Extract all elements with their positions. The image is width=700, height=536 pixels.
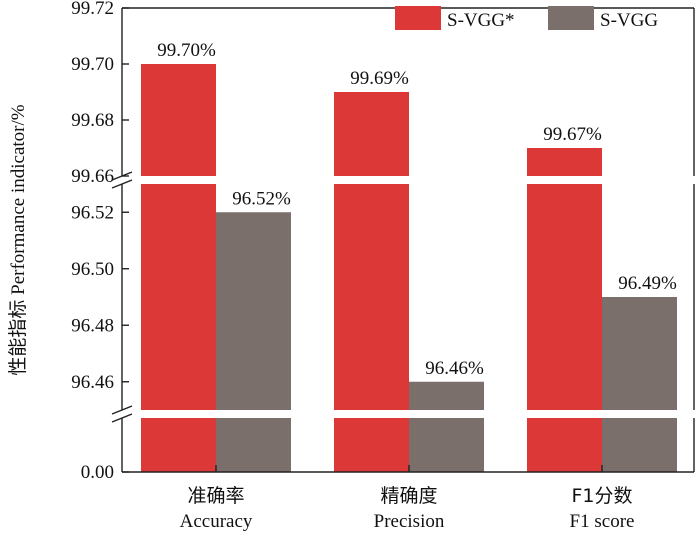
axis-break-gap-1 <box>102 410 700 418</box>
y-tick-label-1-3: 96.52 <box>71 202 114 223</box>
data-label-svgg-star-1: 99.69% <box>350 68 409 89</box>
x-tick-label-en-1: Precision <box>374 511 445 532</box>
y-tick-label-1-2: 96.50 <box>71 259 114 280</box>
bar-svgg-star-0 <box>141 64 216 472</box>
bar-svgg-star-1 <box>334 92 409 472</box>
x-tick-label-en-0: Accuracy <box>180 511 253 532</box>
y-axis-title: 性能指标 Performance indicator/% <box>7 104 29 375</box>
x-tick-label-zh-2: F1分数 <box>571 485 632 507</box>
y-tick-label-0-1: 99.68 <box>71 110 114 131</box>
y-tick-label-0-3: 99.72 <box>71 0 114 19</box>
y-tick-label-1-1: 96.48 <box>71 315 114 336</box>
axis-break-mark-0-1 <box>111 179 133 189</box>
legend-swatch-0 <box>395 6 441 30</box>
data-label-svgg-star-2: 99.67% <box>543 124 602 145</box>
legend-label-0: S-VGG* <box>447 10 515 31</box>
axis-break-gap-0 <box>102 176 700 184</box>
data-label-svgg-0: 96.52% <box>232 188 291 209</box>
axis-break-mark-1-1 <box>111 413 133 423</box>
y-tick-label-0-0: 99.66 <box>71 166 114 187</box>
y-tick-label-1-0: 96.46 <box>71 372 114 393</box>
legend-label-1: S-VGG <box>600 10 658 31</box>
x-tick-label-zh-0: 准确率 <box>187 485 244 507</box>
data-label-svgg-1: 96.46% <box>425 358 484 379</box>
bar-svgg-star-2 <box>527 148 602 472</box>
y-tick-label-2-0: 0.00 <box>81 462 114 483</box>
data-label-svgg-2: 96.49% <box>618 273 677 294</box>
bar-svgg-0 <box>216 212 291 472</box>
axis-break-mark-1-0 <box>111 405 133 415</box>
data-label-svgg-star-0: 99.70% <box>157 40 216 61</box>
legend-swatch-1 <box>548 6 594 30</box>
x-tick-label-en-2: F1 score <box>570 511 635 532</box>
bar-svgg-1 <box>409 381 484 472</box>
bar-svgg-2 <box>602 297 677 472</box>
y-tick-label-0-2: 99.70 <box>71 54 114 75</box>
x-tick-label-zh-1: 精确度 <box>380 485 437 507</box>
